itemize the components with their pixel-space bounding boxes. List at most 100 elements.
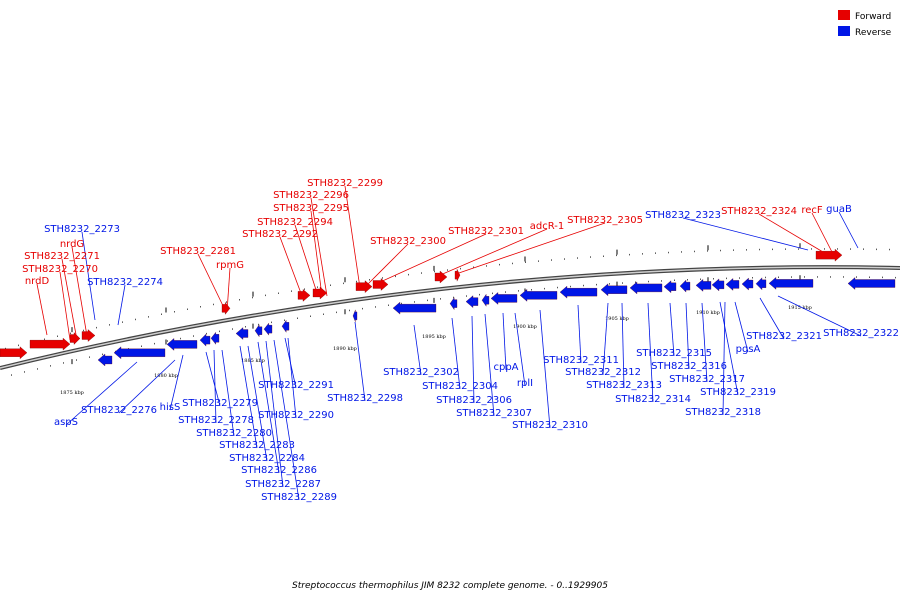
reverse-gene-arrow[interactable] [600, 283, 628, 297]
reverse-gene-arrow[interactable] [695, 279, 712, 292]
reverse-gene-arrow[interactable] [629, 281, 663, 295]
reverse-gene-arrow[interactable] [449, 297, 458, 311]
gene-label[interactable]: STH8232_2306 [436, 395, 512, 406]
forward-gene-arrow[interactable] [454, 269, 461, 282]
reverse-gene-arrow[interactable] [663, 280, 677, 294]
leader-line [471, 315, 475, 404]
gene-label[interactable]: STH8232_2302 [383, 367, 459, 378]
forward-gene-arrow[interactable] [69, 332, 81, 345]
reverse-gene-arrow[interactable] [490, 292, 518, 305]
forward-gene-arrow[interactable] [312, 286, 328, 300]
reverse-gene-arrow[interactable] [254, 324, 263, 338]
reverse-gene-arrow[interactable] [559, 285, 598, 299]
gene-label[interactable]: rplI [517, 378, 533, 389]
gene-label[interactable]: aspS [54, 417, 78, 428]
gene-label[interactable]: guaB [826, 204, 852, 215]
gene-label[interactable]: STH8232_2317 [669, 374, 745, 385]
gene-label[interactable]: STH8232_2304 [422, 381, 498, 392]
reverse-gene-arrow[interactable] [755, 277, 767, 291]
leader-line [685, 302, 690, 370]
gene-label[interactable]: STH8232_2290 [258, 410, 334, 421]
reverse-gene-arrow[interactable] [210, 331, 220, 345]
forward-gene-arrow[interactable] [0, 346, 28, 360]
reverse-gene-arrow[interactable] [847, 277, 896, 290]
leader-line [602, 302, 609, 376]
gene-label[interactable]: STH8232_2323 [645, 210, 721, 221]
gene-label[interactable]: STH8232_2318 [685, 407, 761, 418]
reverse-gene-arrow[interactable] [768, 277, 814, 290]
gene-label[interactable]: STH8232_2274 [87, 277, 163, 288]
reverse-gene-arrow[interactable] [392, 301, 437, 315]
reverse-gene-arrow[interactable] [741, 277, 754, 291]
reverse-gene-arrow[interactable] [481, 293, 490, 307]
gene-label[interactable]: STH8232_2276 [81, 405, 157, 416]
gene-label[interactable]: STH8232_2270 [22, 264, 98, 275]
gene-label[interactable]: STH8232_2294 [257, 217, 333, 228]
reverse-gene-arrow[interactable] [113, 346, 166, 360]
gene-label[interactable]: STH8232_2300 [370, 236, 446, 247]
forward-gene-arrow[interactable] [372, 278, 389, 291]
gene-label[interactable]: STH8232_2307 [456, 408, 532, 419]
reverse-gene-arrow[interactable] [465, 295, 479, 308]
reverse-gene-arrow[interactable] [725, 278, 740, 291]
gene-label[interactable]: STH8232_2279 [182, 398, 258, 409]
forward-gene-arrow[interactable] [81, 329, 96, 342]
gene-label[interactable]: STH8232_2301 [448, 226, 524, 237]
gene-label[interactable]: STH8232_2289 [261, 492, 337, 503]
reverse-gene-arrow[interactable] [97, 353, 113, 367]
gene-label[interactable]: recF [801, 205, 823, 216]
gene-label[interactable]: STH8232_2299 [307, 178, 383, 189]
reverse-gene-arrow[interactable] [519, 289, 558, 302]
gene-label[interactable]: STH8232_2311 [543, 355, 619, 366]
gene-label[interactable]: STH8232_2291 [258, 380, 334, 391]
reverse-gene-arrow[interactable] [281, 319, 290, 333]
gene-label[interactable]: STH8232_2313 [586, 380, 662, 391]
gene-label[interactable]: adcR-1 [530, 221, 565, 232]
gene-label[interactable]: STH8232_2280 [196, 428, 272, 439]
forward-gene-arrow[interactable] [221, 301, 231, 315]
gene-label[interactable]: rpmG [216, 260, 244, 271]
gene-label[interactable]: STH8232_2324 [721, 206, 797, 217]
gene-label[interactable]: STH8232_2284 [229, 453, 305, 464]
gene-label[interactable]: cppA [493, 362, 518, 373]
gene-label[interactable]: STH8232_2295 [273, 203, 349, 214]
reverse-gene-arrow[interactable] [235, 327, 249, 340]
gene-label[interactable]: STH8232_2315 [636, 348, 712, 359]
forward-gene-arrow[interactable] [815, 248, 843, 262]
leader-line [413, 324, 422, 376]
gene-label[interactable]: STH8232_2292 [242, 229, 318, 240]
gene-label[interactable]: STH8232_2314 [615, 394, 691, 405]
gene-label[interactable]: STH8232_2271 [24, 251, 100, 262]
reverse-gene-arrow[interactable] [352, 309, 358, 322]
gene-label[interactable]: STH8232_2321 [746, 331, 822, 342]
gene-label[interactable]: STH8232_2283 [219, 440, 295, 451]
gene-label[interactable]: STH8232_2287 [245, 479, 321, 490]
reverse-track-dot [843, 276, 844, 278]
gene-label[interactable]: STH8232_2316 [651, 361, 727, 372]
gene-label[interactable]: STH8232_2281 [160, 246, 236, 257]
reverse-gene-arrow[interactable] [679, 279, 691, 293]
gene-label[interactable]: STH8232_2273 [44, 224, 120, 235]
reverse-gene-arrow[interactable] [199, 333, 211, 347]
gene-label[interactable]: STH8232_2296 [273, 190, 349, 201]
reverse-gene-arrow[interactable] [711, 278, 725, 292]
forward-track-dot [356, 280, 357, 283]
gene-label[interactable]: STH8232_2298 [327, 393, 403, 404]
gene-label[interactable]: pgsA [736, 344, 761, 355]
reverse-gene-arrow[interactable] [263, 322, 273, 336]
gene-label[interactable]: STH8232_2305 [567, 215, 643, 226]
gene-label[interactable]: STH8232_2319 [700, 387, 776, 398]
forward-track-dot [18, 344, 19, 347]
gene-label[interactable]: STH8232_2286 [241, 465, 317, 476]
reverse-gene-arrow[interactable] [166, 338, 198, 351]
gene-label[interactable]: STH8232_2312 [565, 367, 641, 378]
gene-label[interactable]: hisS [160, 402, 181, 413]
forward-gene-arrow[interactable] [434, 270, 448, 284]
forward-gene-arrow[interactable] [29, 337, 71, 351]
gene-label[interactable]: nrdD [25, 276, 50, 287]
gene-label[interactable]: STH8232_2278 [178, 415, 254, 426]
gene-label[interactable]: STH8232_2310 [512, 420, 588, 431]
gene-label[interactable]: nrdG [60, 239, 84, 250]
gene-label[interactable]: STH8232_2322 [823, 328, 899, 339]
